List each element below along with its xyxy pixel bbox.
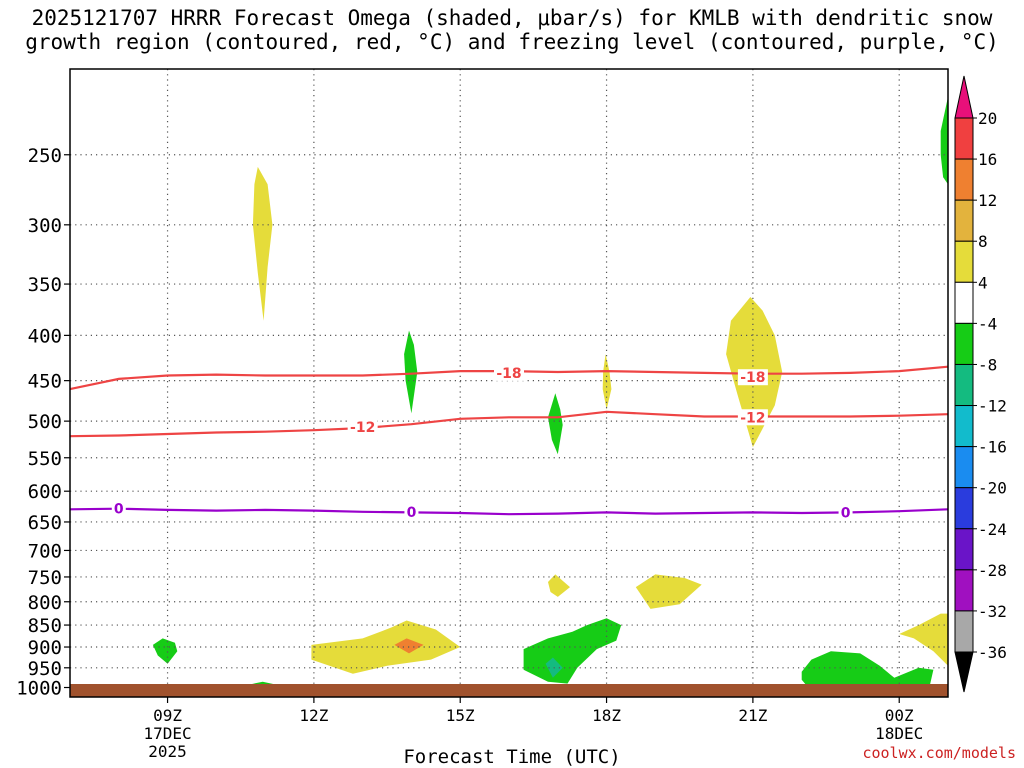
y-tick-label: 350 — [28, 274, 62, 296]
contour-label: -18 — [496, 366, 521, 382]
omega-region-13 — [801, 651, 934, 692]
x-tick-label: 15Z — [446, 706, 475, 725]
x-tick-year: 2025 — [148, 742, 187, 761]
colorbar-label: 16 — [978, 150, 997, 169]
y-tick-label: 600 — [28, 481, 62, 503]
grid-lines — [70, 69, 948, 697]
contour-label-bg — [494, 364, 524, 381]
colorbar-label: 8 — [978, 232, 988, 251]
omega-region-14 — [899, 613, 948, 666]
contour-label: -12 — [350, 420, 375, 436]
colorbar-label: -36 — [978, 643, 1007, 662]
colorbar-bin — [954, 117, 974, 160]
omega-region-5 — [548, 574, 570, 597]
y-tick-label: 300 — [28, 215, 62, 237]
colorbar-label: 20 — [978, 109, 997, 128]
omega-region-0 — [252, 166, 273, 321]
contour-label: 0 — [114, 502, 124, 518]
credit-text: coolwx.com/models — [862, 744, 1016, 762]
contour-label: -18 — [740, 370, 765, 386]
x-tick-label: 18Z — [592, 706, 621, 725]
chart-title: 2025121707 HRRR Forecast Omega (shaded, … — [0, 6, 1024, 54]
title-line-2: growth region (contoured, red, °C) and f… — [25, 30, 999, 54]
omega-region-6 — [635, 574, 702, 609]
y-tick-label: 900 — [28, 637, 62, 659]
y-tick-label: 400 — [28, 325, 62, 347]
x-tick-label: 12Z — [299, 706, 328, 725]
x-axis-title: Forecast Time (UTC) — [403, 746, 621, 768]
contour-label-bg — [838, 504, 853, 521]
contour--12-1 — [69, 410, 949, 438]
colorbar-label: -32 — [978, 602, 1007, 621]
colorbar-bin — [954, 240, 974, 283]
omega-region-15 — [940, 96, 948, 185]
omega-region-8 — [311, 620, 461, 674]
colorbar-label: -16 — [978, 438, 1007, 457]
contour-label-bg — [737, 409, 768, 426]
y-tick-label: 250 — [28, 145, 62, 167]
x-tick-label: 09Z — [153, 706, 182, 725]
x-tick-label: 21Z — [738, 706, 767, 725]
contour-label-bg — [404, 503, 419, 520]
plot-frame — [69, 68, 949, 698]
y-tick-label: 850 — [28, 615, 62, 637]
y-tick-label: 550 — [28, 448, 62, 470]
y-tick-label: 800 — [28, 592, 62, 614]
y-tick-label: 750 — [28, 567, 62, 589]
y-tick-label: 650 — [28, 512, 62, 534]
y-tick-label: 950 — [28, 658, 62, 680]
omega-region-7 — [152, 638, 178, 664]
y-tick-label: 1000 — [16, 678, 62, 700]
omega-region-2 — [548, 393, 563, 455]
title-line-1: 2025121707 HRRR Forecast Omega (shaded, … — [31, 6, 993, 30]
contour-label-bg — [347, 419, 378, 436]
y-tick-label: 500 — [28, 411, 62, 433]
omega-region-1 — [404, 330, 418, 414]
contour-label: 0 — [407, 505, 417, 521]
colorbar-bin — [954, 487, 974, 530]
colorbar-label: -28 — [978, 561, 1007, 580]
colorbar-label: -20 — [978, 479, 1007, 498]
colorbar-bin — [954, 75, 974, 119]
contour-label-bg — [111, 500, 126, 517]
colorbar-bin — [954, 363, 974, 407]
colorbar-label: 12 — [978, 191, 997, 210]
colorbar-bin — [954, 281, 974, 324]
colorbar-label: -4 — [978, 314, 997, 333]
x-tick-date: 18DEC — [875, 724, 923, 743]
contour-label: -12 — [740, 410, 765, 426]
ground-surface — [70, 684, 948, 697]
x-tick-date: 17DEC — [143, 724, 191, 743]
colorbar-bin — [954, 610, 974, 653]
x-tick-label: 00Z — [885, 706, 914, 725]
contour-label-bg — [737, 369, 768, 386]
colorbar-bin — [954, 158, 974, 201]
y-tick-label: 450 — [28, 371, 62, 393]
colorbar-bin — [954, 569, 974, 612]
colorbar-bin — [954, 322, 974, 365]
y-tick-label: 700 — [28, 540, 62, 562]
colorbar-label: -8 — [978, 355, 997, 374]
plot-area — [70, 69, 948, 697]
colorbar-bin — [954, 405, 974, 448]
omega-region-9 — [394, 638, 424, 654]
colorbar-label: -24 — [978, 520, 1007, 539]
colorbar: 20 16 12 8 4 -4 -8 -12 -16 -20 -24 -28 -32 -36 — [954, 75, 1007, 693]
contour-lines: -18 -18 -12 -12 0 0 0 — [69, 364, 949, 521]
colorbar-bin — [954, 199, 974, 242]
colorbar-bin — [954, 446, 974, 489]
colorbar-label: 4 — [978, 273, 988, 292]
contour-0-2 — [69, 507, 949, 516]
y-axis: 2503003504004505005506006507007508008509… — [16, 145, 70, 700]
colorbar-bin — [954, 528, 974, 571]
contour-label: 0 — [841, 505, 851, 521]
colorbar-bin — [954, 651, 974, 693]
colorbar-label: -12 — [978, 397, 1007, 416]
